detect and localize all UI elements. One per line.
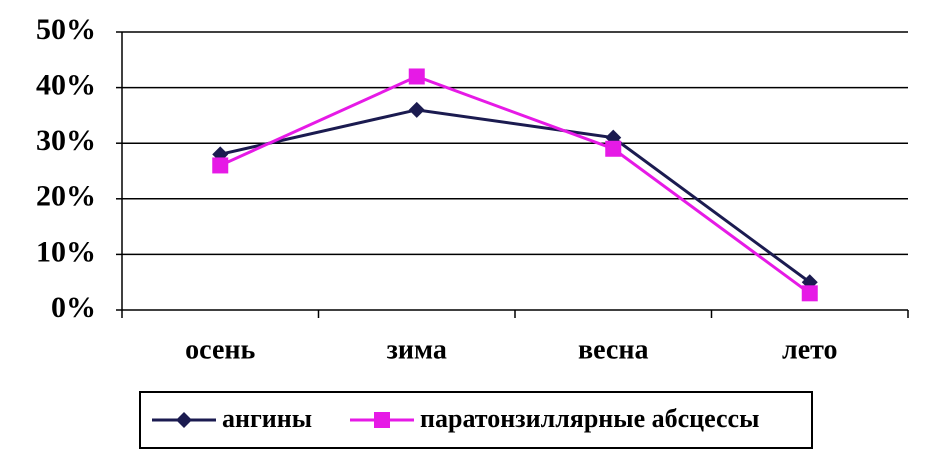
legend-label: паратонзиллярные абсцессы <box>420 404 759 433</box>
y-tick-label: 0% <box>51 291 96 324</box>
marker <box>176 412 192 428</box>
y-tick-label: 20% <box>36 180 96 213</box>
series-line <box>219 108 811 284</box>
marker <box>408 68 425 85</box>
marker <box>408 101 425 118</box>
y-tick-label: 30% <box>36 124 96 157</box>
x-tick-label: осень <box>185 334 255 365</box>
x-tick-label: зима <box>387 334 447 365</box>
marker <box>605 140 622 157</box>
y-tick-label: 50% <box>36 13 96 46</box>
y-tick-label: 10% <box>36 235 96 268</box>
marker <box>212 157 229 174</box>
marker <box>374 412 390 428</box>
series-line <box>219 74 811 295</box>
x-tick-label: лето <box>782 334 838 365</box>
legend-label: ангины <box>222 404 312 433</box>
y-tick-label: 40% <box>36 68 96 101</box>
marker <box>801 285 818 302</box>
legend-box <box>139 391 813 449</box>
x-tick-label: весна <box>578 334 648 365</box>
